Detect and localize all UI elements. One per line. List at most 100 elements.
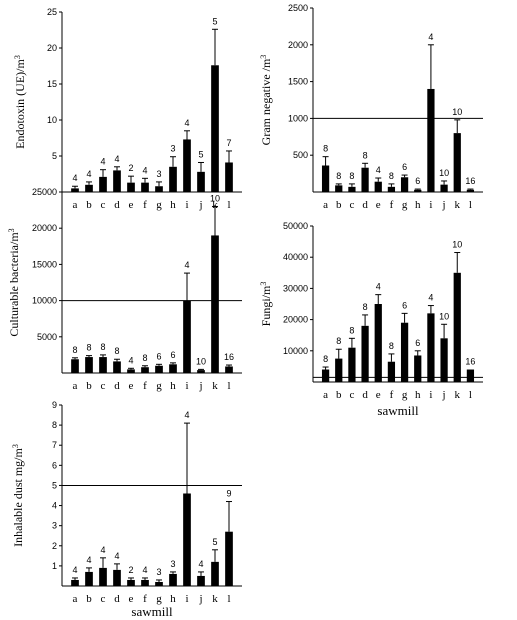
sample-count-label: 4 — [72, 565, 77, 575]
bar-j — [440, 338, 448, 382]
x-tick-label: l — [469, 199, 472, 211]
bar-k — [211, 235, 219, 373]
sample-count-label: 6 — [402, 300, 407, 310]
bar-h — [414, 189, 422, 192]
sample-count-label: 6 — [156, 351, 161, 361]
bar-l — [466, 369, 475, 382]
bar-j — [197, 575, 205, 586]
y-tick-label: 2000 — [288, 40, 308, 50]
sample-count-label: 6 — [415, 338, 420, 348]
bar-b — [85, 571, 93, 586]
sample-count-label: 4 — [86, 169, 91, 179]
x-tick-label: h — [170, 199, 176, 211]
x-tick-label: e — [129, 380, 134, 392]
x-tick-label: b — [86, 199, 92, 211]
y-tick-label: 15000 — [32, 259, 57, 269]
x-tick-label: l — [227, 593, 230, 605]
x-tick-label: j — [442, 199, 446, 211]
sample-count-label: 5 — [212, 16, 217, 26]
bar-f — [141, 182, 149, 192]
bar-h — [414, 355, 422, 382]
y-tick-label: 10000 — [32, 296, 57, 306]
x-tick-label: g — [156, 593, 162, 605]
bar-g — [155, 581, 163, 586]
y-tick-label: 3 — [52, 521, 57, 531]
y-tick-label: 50000 — [283, 221, 308, 231]
sample-count-label: 2 — [128, 163, 133, 173]
sample-count-label: 4 — [184, 260, 189, 270]
sample-count-label: 10 — [210, 193, 220, 203]
sample-count-label: 8 — [100, 342, 105, 352]
bar-k — [211, 561, 219, 586]
sample-count-label: 8 — [389, 341, 394, 351]
sample-count-label: 5 — [212, 537, 217, 547]
y-tick-label: 6 — [52, 460, 57, 470]
bar-a — [71, 359, 79, 373]
bar-l — [225, 366, 233, 373]
chart-panel-3: 5000 10000 15000 20000 25000 8 a 8 b 8 c 8 d 4 e 8 f 6 g 6 h… — [7, 187, 242, 392]
x-tick-label: f — [143, 199, 147, 211]
sample-count-label: 8 — [114, 346, 119, 356]
bar-i — [427, 88, 435, 192]
x-tick-label: k — [212, 593, 218, 605]
sample-count-label: 8 — [86, 343, 91, 353]
sample-count-label: 4 — [184, 410, 189, 420]
chart-panel-5: 1234567894a4b4c4d2e4f3g3h4i4j5k9lInhalab… — [11, 400, 242, 619]
bar-g — [155, 365, 163, 373]
x-tick-label: d — [362, 389, 368, 401]
bar-a — [71, 579, 79, 586]
sample-count-label: 4 — [86, 555, 91, 565]
sample-count-label: 8 — [349, 171, 354, 181]
y-tick-label: 10000 — [283, 346, 308, 356]
y-tick-label: 7 — [52, 440, 57, 450]
bar-b — [335, 358, 343, 382]
x-tick-label: l — [469, 389, 472, 401]
sample-count-label: 4 — [72, 173, 77, 183]
x-tick-label: k — [455, 199, 461, 211]
sample-count-label: 8 — [72, 345, 77, 355]
bar-e — [127, 182, 135, 192]
bar-j — [197, 370, 205, 373]
x-tick-label: g — [402, 389, 408, 401]
y-tick-label: 15 — [47, 79, 57, 89]
bar-i — [427, 313, 435, 382]
sample-count-label: 8 — [349, 325, 354, 335]
y-tick-label: 9 — [52, 400, 57, 410]
y-tick-label: 4 — [52, 501, 57, 511]
sample-count-label: 3 — [170, 144, 175, 154]
sample-count-label: 3 — [156, 567, 161, 577]
sample-count-label: 8 — [389, 171, 394, 181]
x-tick-label: h — [415, 199, 421, 211]
sample-count-label: 5 — [198, 149, 203, 159]
bar-e — [127, 579, 135, 586]
sample-count-label: 8 — [323, 144, 328, 154]
sample-count-label: 8 — [323, 354, 328, 364]
y-axis-label: Inhalable dust mg/m3 — [11, 444, 25, 547]
x-tick-label: a — [323, 389, 328, 401]
x-tick-label: j — [198, 380, 202, 392]
x-tick-label: f — [390, 389, 394, 401]
chart-panel-2: 500 1000 1500 2000 2500 8 a 8 b 8 c 8 d 4 e 8 f 6 g 6 h 4 i 10 j… — [259, 3, 483, 211]
bar-d — [113, 569, 121, 586]
x-tick-label: f — [390, 199, 394, 211]
y-tick-label: 5 — [52, 151, 57, 161]
bar-k — [453, 133, 461, 192]
y-axis-label: Endotoxin (UE)/m3 — [13, 55, 27, 149]
bar-k — [211, 65, 219, 192]
y-tick-label: 2 — [52, 541, 57, 551]
sample-count-label: 10 — [452, 240, 462, 250]
bar-a — [71, 188, 79, 192]
y-tick-label: 8 — [52, 420, 57, 430]
sample-count-label: 8 — [363, 150, 368, 160]
sample-count-label: 4 — [428, 293, 433, 303]
sample-count-label: 10 — [439, 168, 449, 178]
x-tick-label: i — [185, 380, 188, 392]
x-tick-label: e — [129, 593, 134, 605]
bar-l — [225, 531, 233, 586]
bar-i — [183, 493, 191, 586]
x-tick-label: l — [227, 380, 230, 392]
y-tick-label: 500 — [293, 150, 308, 160]
bar-e — [127, 369, 135, 373]
bar-c — [348, 186, 356, 192]
bar-c — [348, 347, 356, 382]
